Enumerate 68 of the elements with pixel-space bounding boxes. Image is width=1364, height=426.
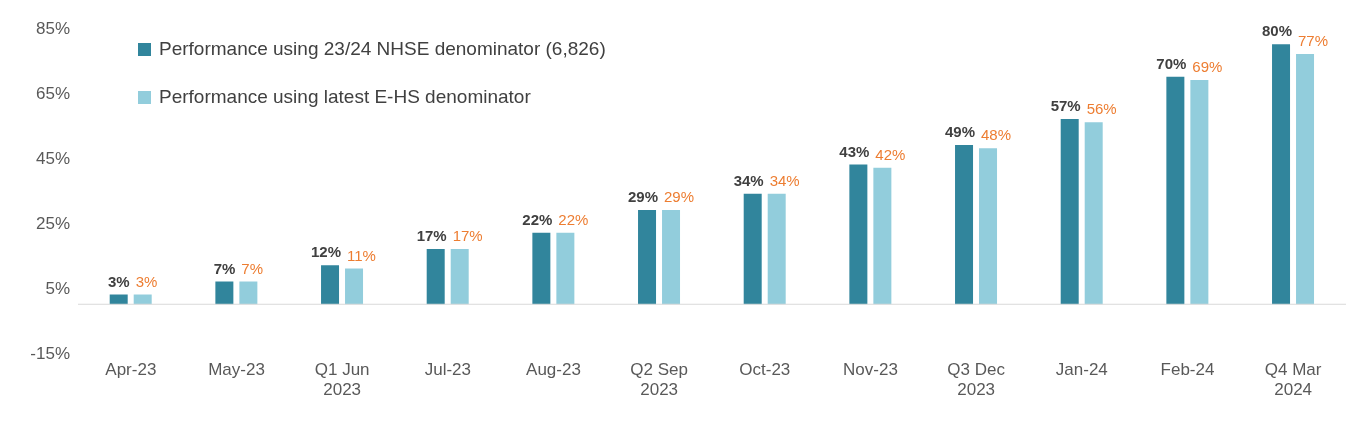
bar [1296, 54, 1315, 305]
data-label: 69% [1192, 58, 1223, 75]
bar [215, 281, 234, 305]
data-label: 43% [839, 142, 870, 160]
x-tick-label: Jul-23 [424, 360, 471, 379]
y-tick-label: 25% [35, 214, 70, 234]
data-label: 42% [875, 145, 906, 163]
data-label: 29% [664, 188, 695, 205]
bar [450, 249, 469, 305]
bar [638, 210, 657, 305]
bar [1190, 80, 1209, 305]
bar [426, 249, 445, 305]
data-label: 34% [769, 171, 800, 189]
bar [321, 265, 340, 305]
x-tick-label: Q2 Sep 2023 [630, 360, 688, 399]
bar [767, 193, 786, 305]
data-label: 11% [347, 246, 376, 264]
bar [743, 193, 762, 305]
x-tick-label: Jan-24 [1055, 360, 1108, 379]
y-tick-label: 85% [35, 19, 70, 39]
x-tick-label: Q1 Jun 2023 [314, 360, 370, 399]
data-label: 3% [108, 272, 130, 290]
data-label: 3% [135, 272, 158, 290]
data-label: 77% [1298, 32, 1329, 49]
y-tick-label: 5% [45, 279, 70, 299]
data-label: 48% [981, 126, 1012, 144]
data-label: 57% [1050, 97, 1081, 114]
x-tick-label: Q4 Mar 2024 [1264, 360, 1322, 399]
bar [979, 148, 998, 305]
data-label: 34% [733, 171, 764, 189]
data-label: 22% [522, 210, 553, 228]
x-tick-label: Apr-23 [105, 360, 157, 379]
data-label: 17% [452, 227, 483, 244]
data-label: 56% [1086, 100, 1117, 118]
x-tick-label: Nov-23 [843, 360, 898, 379]
bar [133, 294, 152, 305]
x-tick-label: May-23 [208, 360, 265, 379]
x-tick-label: Aug-23 [526, 360, 581, 379]
data-label: 29% [628, 188, 659, 205]
bar [1272, 44, 1291, 305]
bar [955, 145, 974, 305]
bar [345, 268, 364, 305]
bar [556, 232, 575, 305]
data-label: 22% [558, 210, 589, 228]
bar [1060, 119, 1079, 305]
data-label: 70% [1156, 54, 1187, 72]
bar [849, 164, 868, 305]
data-label: 7% [241, 259, 264, 277]
y-tick-label: 45% [35, 149, 70, 169]
data-label: 49% [945, 123, 976, 140]
bar [873, 167, 892, 305]
legend-label: Performance using latest E-HS denominator [159, 86, 531, 108]
x-tick-label: Feb-24 [1160, 360, 1215, 379]
legend-label: Performance using 23/24 NHSE denominator (6,826) [159, 38, 606, 60]
bar [239, 281, 258, 305]
bar [109, 294, 128, 305]
y-tick-label: 65% [35, 84, 70, 104]
bar [532, 232, 551, 305]
y-tick-label: -15% [30, 344, 70, 364]
x-tick-label: Oct-23 [739, 360, 791, 379]
data-label: 80% [1262, 22, 1293, 40]
x-tick-label: Q3 Dec 2023 [947, 360, 1006, 399]
data-label: 7% [213, 259, 236, 277]
data-label: 17% [416, 227, 447, 244]
bar [1084, 122, 1103, 305]
data-label: 12% [311, 243, 342, 261]
bar [662, 210, 681, 305]
bar [1166, 76, 1185, 305]
